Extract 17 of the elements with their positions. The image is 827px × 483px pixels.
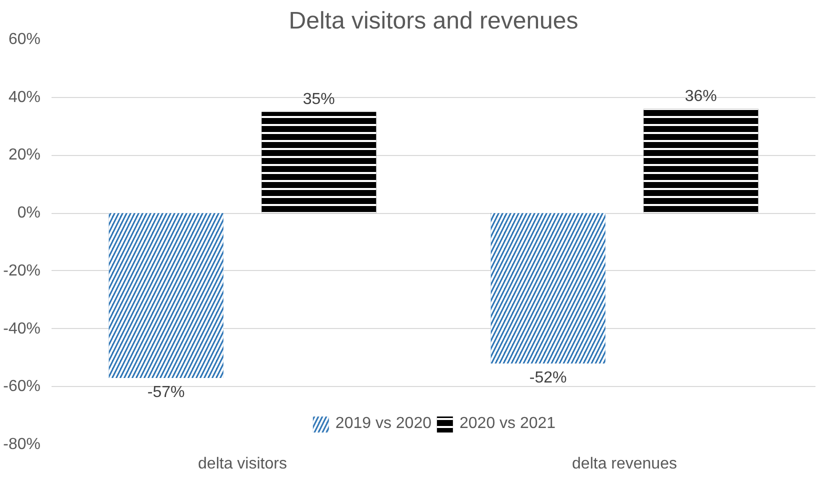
y-tick-label: -80% — [3, 436, 41, 453]
y-tick-label: -60% — [3, 378, 41, 396]
data-label: 36% — [684, 88, 717, 105]
data-label: 35% — [302, 90, 335, 108]
x-tick-label: delta visitors — [198, 456, 287, 472]
data-label: -52% — [529, 370, 567, 386]
y-tick-label: 0% — [17, 204, 40, 222]
y-tick-label: 60% — [8, 31, 41, 48]
legend-label: 2019 vs 2020 — [335, 415, 432, 433]
y-tick-label: 40% — [8, 88, 41, 106]
y-tick-label: 20% — [8, 146, 41, 164]
y-tick-label: -40% — [3, 320, 41, 338]
y-tick-label: -20% — [3, 262, 41, 280]
data-label: -57% — [147, 384, 185, 401]
legend-label: 2020 vs 2021 — [460, 415, 556, 433]
chart-title: Delta visitors and revenues — [288, 8, 578, 34]
x-tick-label: delta revenues — [572, 456, 677, 472]
